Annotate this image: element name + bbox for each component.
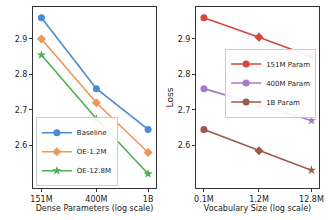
svg-text:400M Param: 400M Param xyxy=(266,80,310,88)
svg-text:Dense Parameters (log scale): Dense Parameters (log scale) xyxy=(36,204,154,213)
svg-text:2.7: 2.7 xyxy=(178,106,191,115)
svg-text:1B: 1B xyxy=(143,195,154,204)
svg-text:Vocabulary Size (log scale): Vocabulary Size (log scale) xyxy=(204,204,311,213)
svg-text:2.8: 2.8 xyxy=(178,70,191,79)
svg-text:OE-1.2M: OE-1.2M xyxy=(77,148,107,156)
svg-text:Baseline: Baseline xyxy=(77,129,107,137)
svg-text:Loss: Loss xyxy=(165,87,175,107)
svg-text:12.8M: 12.8M xyxy=(299,195,324,204)
svg-text:2.7: 2.7 xyxy=(15,106,28,115)
svg-text:151M Param: 151M Param xyxy=(266,61,310,69)
svg-text:2.9: 2.9 xyxy=(178,35,191,44)
svg-text:0.1M: 0.1M xyxy=(194,195,214,204)
svg-text:OE-12.8M: OE-12.8M xyxy=(77,167,111,175)
svg-text:2.9: 2.9 xyxy=(15,35,28,44)
svg-text:400M: 400M xyxy=(85,195,107,204)
svg-text:2.6: 2.6 xyxy=(178,141,191,150)
svg-text:1.2M: 1.2M xyxy=(249,195,269,204)
svg-text:151M: 151M xyxy=(30,195,52,204)
svg-text:2.6: 2.6 xyxy=(15,141,28,150)
svg-text:1B Param: 1B Param xyxy=(266,99,300,107)
svg-text:2.8: 2.8 xyxy=(15,70,28,79)
